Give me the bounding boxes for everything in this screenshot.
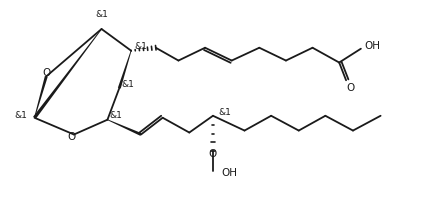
Text: OH: OH bbox=[222, 168, 238, 178]
Text: &1: &1 bbox=[121, 80, 134, 89]
Text: O: O bbox=[68, 133, 76, 142]
Polygon shape bbox=[107, 119, 141, 136]
Text: OH: OH bbox=[365, 41, 381, 51]
Polygon shape bbox=[34, 76, 48, 118]
Polygon shape bbox=[118, 51, 131, 89]
Polygon shape bbox=[33, 29, 102, 119]
Text: &1: &1 bbox=[218, 108, 231, 117]
Text: &1: &1 bbox=[134, 42, 147, 51]
Text: O: O bbox=[346, 83, 354, 93]
Text: &1: &1 bbox=[95, 10, 108, 19]
Text: O: O bbox=[42, 68, 51, 78]
Text: O: O bbox=[209, 149, 217, 159]
Text: &1: &1 bbox=[109, 111, 123, 120]
Text: &1: &1 bbox=[15, 111, 28, 120]
